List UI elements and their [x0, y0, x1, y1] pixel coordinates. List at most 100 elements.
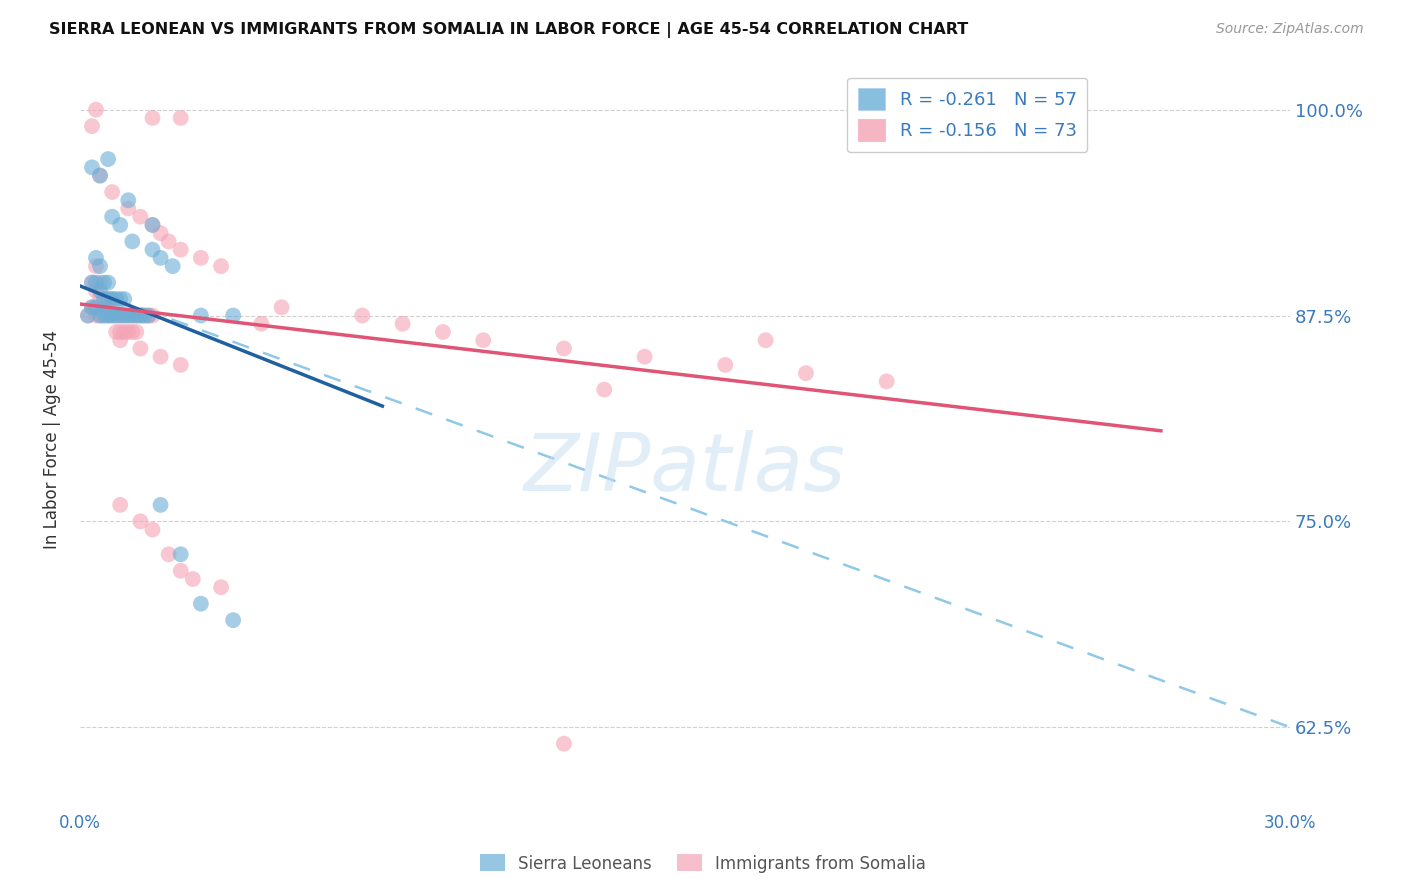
- Point: [89, 284, 111, 298]
- Point: [108, 218, 131, 232]
- Point: [84, 309, 107, 323]
- Point: [149, 251, 172, 265]
- Point: [89, 292, 111, 306]
- Point: [117, 194, 139, 208]
- Point: [89, 169, 111, 183]
- Point: [93, 309, 115, 323]
- Point: [108, 309, 131, 323]
- Point: [553, 342, 575, 356]
- Point: [117, 309, 139, 323]
- Point: [105, 292, 128, 306]
- Point: [101, 210, 124, 224]
- Point: [250, 317, 273, 331]
- Y-axis label: In Labor Force | Age 45-54: In Labor Force | Age 45-54: [44, 329, 60, 549]
- Point: [77, 309, 100, 323]
- Point: [80, 276, 103, 290]
- Point: [93, 292, 115, 306]
- Point: [794, 366, 817, 380]
- Point: [157, 547, 180, 561]
- Point: [134, 309, 156, 323]
- Point: [108, 309, 131, 323]
- Point: [80, 119, 103, 133]
- Point: [190, 597, 212, 611]
- Text: Source: ZipAtlas.com: Source: ZipAtlas.com: [1216, 22, 1364, 37]
- Point: [80, 276, 103, 290]
- Point: [170, 111, 193, 125]
- Point: [80, 300, 103, 314]
- Point: [170, 243, 193, 257]
- Point: [108, 498, 131, 512]
- Legend: Sierra Leoneans, Immigrants from Somalia: Sierra Leoneans, Immigrants from Somalia: [474, 847, 932, 880]
- Point: [157, 235, 180, 249]
- Point: [108, 333, 131, 347]
- Point: [97, 309, 120, 323]
- Point: [121, 325, 143, 339]
- Point: [97, 292, 120, 306]
- Point: [391, 317, 413, 331]
- Point: [97, 152, 120, 166]
- Point: [84, 276, 107, 290]
- Text: SIERRA LEONEAN VS IMMIGRANTS FROM SOMALIA IN LABOR FORCE | AGE 45-54 CORRELATION: SIERRA LEONEAN VS IMMIGRANTS FROM SOMALI…: [49, 22, 969, 38]
- Point: [84, 300, 107, 314]
- Point: [84, 259, 107, 273]
- Point: [125, 309, 148, 323]
- Point: [633, 350, 655, 364]
- Point: [89, 309, 111, 323]
- Point: [181, 572, 204, 586]
- Point: [121, 309, 143, 323]
- Point: [162, 259, 184, 273]
- Point: [209, 259, 232, 273]
- Point: [141, 523, 163, 537]
- Point: [149, 498, 172, 512]
- Point: [170, 358, 193, 372]
- Point: [101, 309, 124, 323]
- Point: [89, 169, 111, 183]
- Point: [593, 383, 616, 397]
- Point: [105, 309, 128, 323]
- Point: [170, 564, 193, 578]
- Point: [105, 325, 128, 339]
- Point: [190, 251, 212, 265]
- Legend: R = -0.261   N = 57, R = -0.156   N = 73: R = -0.261 N = 57, R = -0.156 N = 73: [848, 78, 1087, 153]
- Point: [553, 737, 575, 751]
- Point: [125, 309, 148, 323]
- Point: [89, 259, 111, 273]
- Point: [125, 325, 148, 339]
- Point: [141, 243, 163, 257]
- Point: [170, 547, 193, 561]
- Point: [129, 514, 152, 528]
- Point: [80, 300, 103, 314]
- Point: [89, 309, 111, 323]
- Point: [101, 292, 124, 306]
- Point: [117, 202, 139, 216]
- Point: [270, 300, 292, 314]
- Point: [138, 309, 160, 323]
- Point: [149, 226, 172, 240]
- Point: [876, 375, 898, 389]
- Point: [129, 210, 152, 224]
- Point: [97, 276, 120, 290]
- Point: [149, 350, 172, 364]
- Point: [129, 309, 152, 323]
- Point: [129, 342, 152, 356]
- Point: [222, 309, 245, 323]
- Point: [190, 309, 212, 323]
- Point: [141, 111, 163, 125]
- Point: [117, 309, 139, 323]
- Point: [352, 309, 374, 323]
- Point: [141, 218, 163, 232]
- Point: [101, 185, 124, 199]
- Point: [129, 309, 152, 323]
- Point: [93, 292, 115, 306]
- Point: [84, 251, 107, 265]
- Point: [108, 325, 131, 339]
- Point: [80, 161, 103, 175]
- Point: [93, 309, 115, 323]
- Point: [105, 309, 128, 323]
- Point: [89, 276, 111, 290]
- Point: [93, 276, 115, 290]
- Point: [97, 309, 120, 323]
- Point: [222, 613, 245, 627]
- Point: [112, 309, 135, 323]
- Point: [121, 309, 143, 323]
